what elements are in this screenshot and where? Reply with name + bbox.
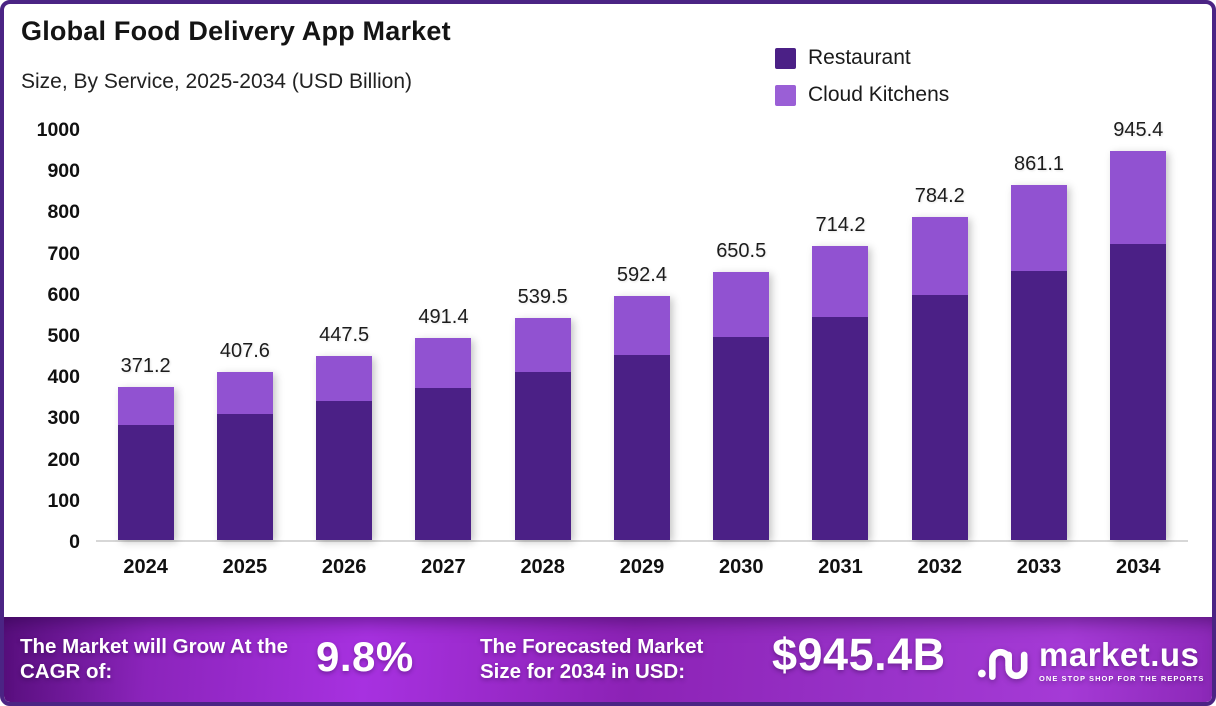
bar-stack-2033 [1011,185,1068,540]
bar-total-label-2031: 714.2 [815,213,866,236]
bar-column-2029: 592.4 2029 [592,130,691,578]
cagr-value: 9.8% [316,633,414,680]
bar-stack-2027 [415,337,472,540]
bar-column-2030: 650.5 2030 [692,130,791,578]
cloud-kitchens-segment-2027 [415,337,472,388]
legend-label-cloud-kitchens: Cloud Kitchens [808,83,950,106]
bar-stack-2032 [911,216,968,540]
y-tick-700: 700 [47,242,80,265]
bar-column-2034: 945.4 2034 [1089,119,1188,578]
bar-total-label-2032: 784.2 [914,184,965,207]
x-tick-2028: 2028 [520,556,565,578]
bar-column-2027: 491.4 2027 [394,130,493,578]
bar-stack-2025 [216,372,273,540]
restaurant-segment-2033 [1011,270,1068,540]
y-tick-600: 600 [47,283,80,306]
restaurant-segment-2025 [216,413,273,540]
bar-column-2031: 714.2 2031 [791,130,890,578]
restaurant-swatch-icon [775,47,796,69]
cloud-kitchens-segment-2033 [1011,185,1068,271]
plot-area: 371.2 2024 407.6 2025 447.5 2026 491.4 2027 539.… [96,119,1188,578]
x-tick-2033: 2033 [1016,556,1062,578]
forecast-label: The Forecasted Market Size for 2034 in U… [480,635,704,683]
cloud-kitchens-segment-2024 [117,387,174,426]
y-tick-1000: 1000 [36,119,80,141]
page-subtitle: Size, By Service, 2025-2034 (USD Billion… [21,70,413,93]
x-tick-2032: 2032 [917,556,963,578]
bar-stack-2028 [514,317,571,540]
bar-column-2024: 371.2 2024 [96,130,195,578]
bar-column-2033: 861.1 2033 [989,130,1088,578]
cloud-kitchens-segment-2030 [713,272,770,337]
bar-stack-2031 [812,245,869,540]
footer-banner: The Market will Grow At the CAGR of: 9.8… [4,617,1212,702]
y-tick-400: 400 [47,366,80,389]
bar-column-2028: 539.5 2028 [493,130,592,578]
bar-stack-2026 [316,355,373,540]
bar-total-label-2024: 371.2 [120,355,171,378]
y-tick-800: 800 [47,201,80,224]
restaurant-segment-2032 [911,294,968,540]
restaurant-segment-2031 [812,317,869,540]
y-tick-300: 300 [47,407,80,430]
x-tick-2024: 2024 [123,556,168,578]
x-tick-2030: 2030 [718,556,764,578]
chart-legend: Restaurant Cloud Kitchens [775,46,949,107]
y-axis: 0 100 200 300 400 500 600 700 800 900 1000 [12,119,80,553]
cloud-kitchens-segment-2025 [216,372,273,414]
restaurant-segment-2024 [117,425,174,540]
legend-item-restaurant: Restaurant [775,46,949,70]
page-title: Global Food Delivery App Market [21,16,451,46]
cloud-kitchens-segment-2029 [613,295,670,356]
bar-total-label-2028: 539.5 [517,285,568,308]
bar-total-label-2026: 447.5 [319,323,370,346]
bar-stack-2029 [613,295,670,540]
bar-stack-2030 [713,272,770,540]
forecast-value: $945.4B [772,629,946,680]
restaurant-segment-2028 [514,371,571,540]
x-tick-2026: 2026 [321,556,367,578]
cloud-kitchens-swatch-icon [775,84,796,106]
cagr-label: The Market will Grow At the CAGR of: [20,635,289,683]
restaurant-segment-2034 [1110,244,1167,540]
y-tick-0: 0 [69,531,80,553]
cloud-kitchens-segment-2034 [1110,150,1167,245]
bar-total-label-2027: 491.4 [418,305,469,328]
cloud-kitchens-segment-2028 [514,317,571,372]
brand-text: market.us ONE STOP SHOP FOR THE REPORTS [1039,638,1204,683]
y-tick-200: 200 [47,448,80,471]
bar-total-label-2029: 592.4 [616,263,667,286]
legend-label-restaurant: Restaurant [808,46,911,69]
restaurant-segment-2026 [316,401,373,540]
bar-column-2026: 447.5 2026 [295,130,394,578]
marketus-brand: market.us ONE STOP SHOP FOR THE REPORTS [978,635,1204,683]
bar-column-2025: 407.6 2025 [195,130,294,578]
y-tick-100: 100 [47,489,80,512]
y-tick-900: 900 [47,160,80,183]
bar-stack-2024 [117,387,174,540]
cloud-kitchens-segment-2031 [812,245,869,318]
bar-total-label-2030: 650.5 [716,240,767,263]
x-tick-2029: 2029 [619,556,665,578]
x-tick-2034: 2034 [1116,556,1161,578]
legend-item-cloud-kitchens: Cloud Kitchens [775,83,949,107]
bar-stack-2034 [1110,150,1167,540]
x-tick-2027: 2027 [421,556,466,578]
y-tick-500: 500 [47,325,80,347]
brand-tagline: ONE STOP SHOP FOR THE REPORTS [1039,674,1205,683]
bar-total-label-2033: 861.1 [1013,153,1065,176]
bar-total-label-2025: 407.6 [219,340,270,363]
bar-total-label-2034: 945.4 [1113,118,1164,141]
bar-column-2032: 784.2 2032 [890,130,989,578]
restaurant-segment-2030 [713,336,770,540]
x-tick-2031: 2031 [818,556,863,578]
restaurant-segment-2029 [613,355,670,540]
brand-name: market.us [1039,636,1200,673]
restaurant-segment-2027 [415,387,472,540]
cloud-kitchens-segment-2026 [316,355,373,402]
cloud-kitchens-segment-2032 [911,216,968,295]
marketus-logo-icon [978,648,1028,680]
x-tick-2025: 2025 [222,556,268,578]
